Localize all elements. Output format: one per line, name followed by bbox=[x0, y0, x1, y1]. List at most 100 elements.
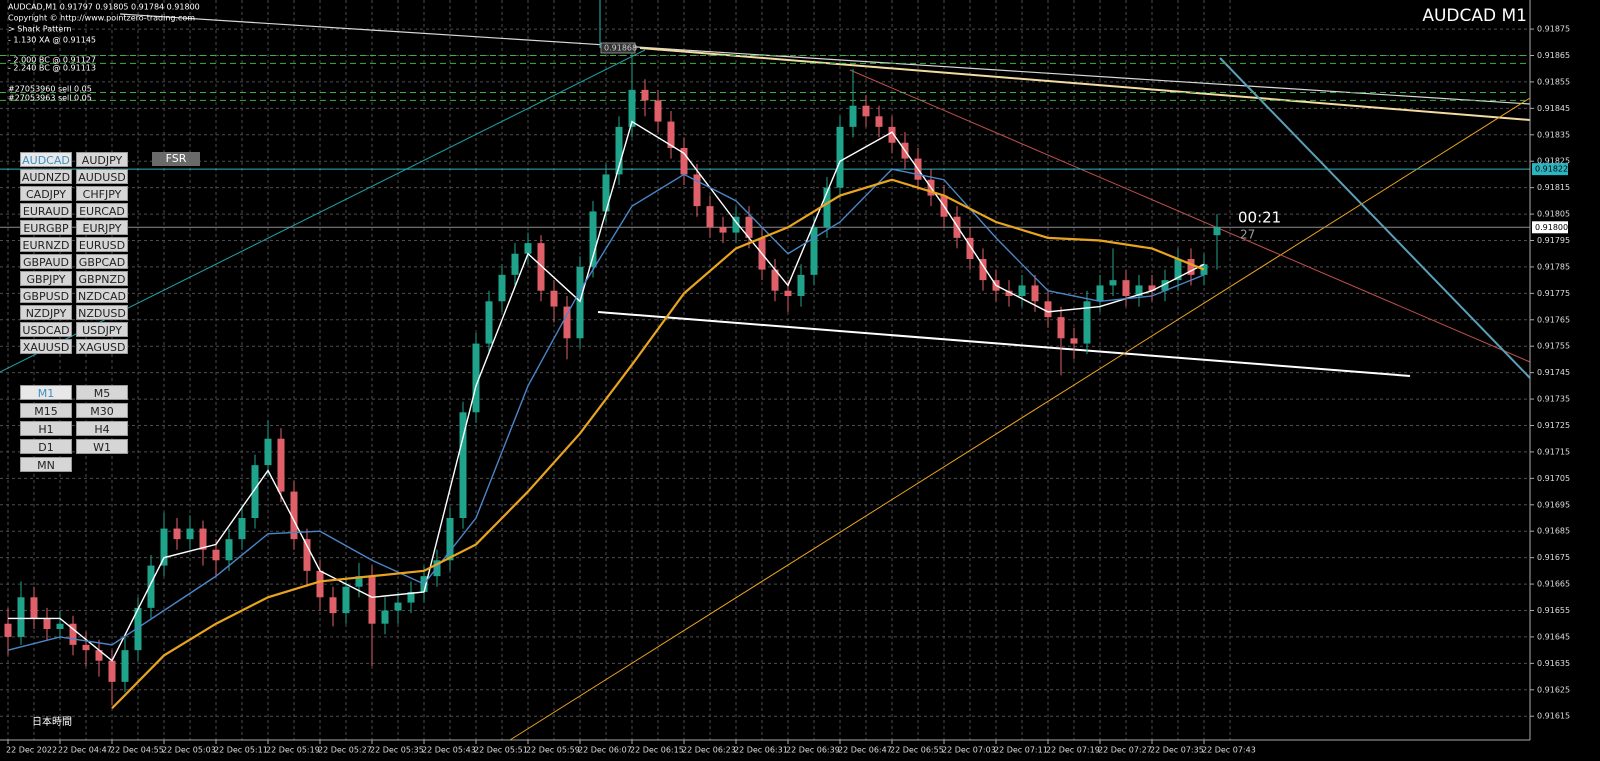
candle-body bbox=[238, 518, 246, 540]
candle-body bbox=[641, 89, 649, 101]
symbol-button[interactable]: XAUUSD bbox=[20, 339, 72, 354]
x-tick-label: 22 Dec 05:51 bbox=[474, 746, 528, 755]
candle-body bbox=[836, 126, 844, 188]
candle-body bbox=[108, 660, 116, 682]
symbol-button[interactable]: AUDJPY bbox=[76, 152, 128, 167]
candle-body bbox=[368, 576, 376, 624]
symbol-button[interactable]: EURUSD bbox=[76, 237, 128, 252]
y-tick-label: 0.91785 bbox=[1537, 262, 1570, 271]
candle-body bbox=[719, 227, 727, 233]
candle-body bbox=[225, 539, 233, 561]
y-tick-label: 0.91685 bbox=[1537, 527, 1570, 536]
x-tick-label: 22 Dec 07:11 bbox=[994, 746, 1048, 755]
candle-body bbox=[849, 105, 857, 127]
candle-body bbox=[134, 607, 142, 651]
pattern-line: - 2.000 BC @ 0.91127 bbox=[8, 56, 96, 65]
symbol-button[interactable]: EURGBP bbox=[20, 220, 72, 235]
timeframe-button[interactable]: M30 bbox=[76, 403, 128, 418]
candle-body bbox=[17, 597, 25, 637]
timeframe-button[interactable]: D1 bbox=[20, 439, 72, 454]
symbol-button[interactable]: GBPUSD bbox=[20, 288, 72, 303]
candle-body bbox=[342, 586, 350, 614]
symbol-button[interactable]: USDJPY bbox=[76, 322, 128, 337]
candle-body bbox=[1070, 338, 1078, 344]
symbol-button[interactable]: NZDJPY bbox=[20, 305, 72, 320]
timeframe-button[interactable]: M15 bbox=[20, 403, 72, 418]
candle-body bbox=[615, 126, 623, 175]
y-tick-label: 0.91875 bbox=[1537, 25, 1570, 34]
candle-body bbox=[485, 301, 493, 344]
timeframe-button[interactable]: M1 bbox=[20, 385, 72, 400]
candle-body bbox=[69, 623, 77, 645]
candle-body bbox=[693, 174, 701, 207]
candle-body bbox=[680, 148, 688, 175]
fsr-button[interactable]: FSR bbox=[152, 152, 200, 166]
bar-timer: 00:21 bbox=[1238, 209, 1281, 227]
y-tick-label: 0.91745 bbox=[1537, 368, 1570, 377]
candle-body bbox=[355, 576, 363, 587]
candle-body bbox=[979, 259, 987, 281]
symbol-button[interactable]: XAGUSD bbox=[76, 339, 128, 354]
candle-body bbox=[30, 597, 38, 619]
candle-body bbox=[888, 126, 896, 143]
symbol-button[interactable]: AUDCAD bbox=[20, 152, 72, 167]
symbol-button[interactable]: CHFJPY bbox=[76, 186, 128, 201]
symbol-button[interactable]: EURJPY bbox=[76, 220, 128, 235]
timeframe-button[interactable]: MN bbox=[20, 457, 72, 472]
symbol-button[interactable]: GBPNZD bbox=[76, 271, 128, 286]
candle-body bbox=[1083, 301, 1091, 344]
symbol-button[interactable]: USDCAD bbox=[20, 322, 72, 337]
symbol-button[interactable]: EURCAD bbox=[76, 203, 128, 218]
candle-body bbox=[810, 227, 818, 275]
trend-line bbox=[639, 47, 1531, 121]
symbol-button[interactable]: GBPAUD bbox=[20, 254, 72, 269]
spread: 27 bbox=[1240, 228, 1255, 242]
symbol-button[interactable]: EURNZD bbox=[20, 237, 72, 252]
candle-body bbox=[459, 412, 467, 518]
moving-average bbox=[7, 168, 1205, 651]
y-tick-label: 0.91815 bbox=[1537, 183, 1570, 192]
timeframe-button[interactable]: H1 bbox=[20, 421, 72, 436]
symbol-button[interactable]: NZDCAD bbox=[76, 288, 128, 303]
symbol-button[interactable]: CADJPY bbox=[20, 186, 72, 201]
symbol-button[interactable]: AUDUSD bbox=[76, 169, 128, 184]
timeframe-button[interactable]: H4 bbox=[76, 421, 128, 436]
y-tick-label: 0.91845 bbox=[1537, 104, 1570, 113]
candle-body bbox=[797, 274, 805, 296]
candle-body bbox=[121, 650, 129, 682]
timeframe-button[interactable]: M5 bbox=[76, 385, 128, 400]
y-tick-label: 0.91755 bbox=[1537, 342, 1570, 351]
candle-body bbox=[628, 89, 636, 127]
x-tick-label: 22 Dec 05:27 bbox=[318, 746, 372, 755]
timeframe-button[interactable]: W1 bbox=[76, 439, 128, 454]
candle-body bbox=[862, 105, 870, 117]
x-tick-label: 22 Dec 06:55 bbox=[890, 746, 944, 755]
y-tick-label: 0.91765 bbox=[1537, 315, 1570, 324]
symbol-button[interactable]: AUDNZD bbox=[20, 169, 72, 184]
pattern-line: - 1.130 XA @ 0.91145 bbox=[8, 36, 96, 45]
candle-body bbox=[511, 253, 519, 275]
y-tick-label: 0.91775 bbox=[1537, 289, 1570, 298]
symbol-button[interactable]: NZDUSD bbox=[76, 305, 128, 320]
price-label: 0.91822 bbox=[1535, 165, 1568, 174]
candle-body bbox=[589, 211, 597, 267]
symbol-button[interactable]: GBPJPY bbox=[20, 271, 72, 286]
candle-body bbox=[537, 243, 545, 291]
y-tick-label: 0.91675 bbox=[1537, 553, 1570, 562]
symbol-button[interactable]: GBPCAD bbox=[76, 254, 128, 269]
y-tick-label: 0.91705 bbox=[1537, 474, 1570, 483]
y-tick-label: 0.91795 bbox=[1537, 236, 1570, 245]
candle-body bbox=[56, 623, 64, 629]
candle-body bbox=[706, 206, 714, 228]
candle-body bbox=[1096, 285, 1104, 302]
object-label: 0.91868 bbox=[604, 44, 637, 53]
candle-body bbox=[524, 243, 532, 254]
symbol-button[interactable]: EURAUD bbox=[20, 203, 72, 218]
y-tick-label: 0.91855 bbox=[1537, 77, 1570, 86]
x-tick-label: 22 Dec 07:03 bbox=[942, 746, 996, 755]
candle-body bbox=[264, 438, 272, 466]
grid bbox=[0, 0, 1530, 740]
y-tick-label: 0.91645 bbox=[1537, 632, 1570, 641]
x-tick-label: 22 Dec 06:23 bbox=[682, 746, 736, 755]
candle-body bbox=[1109, 280, 1117, 286]
